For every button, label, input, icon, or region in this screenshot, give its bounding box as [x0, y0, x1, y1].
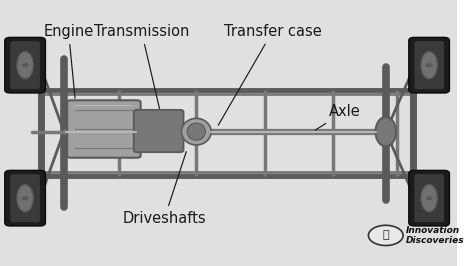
- Circle shape: [21, 63, 28, 67]
- FancyBboxPatch shape: [414, 174, 444, 222]
- Circle shape: [426, 63, 433, 67]
- Text: Engine: Engine: [43, 24, 94, 98]
- Ellipse shape: [421, 52, 438, 79]
- Circle shape: [368, 225, 403, 246]
- FancyBboxPatch shape: [67, 100, 141, 158]
- Text: Transfer case: Transfer case: [218, 24, 321, 125]
- FancyBboxPatch shape: [134, 110, 183, 152]
- FancyBboxPatch shape: [409, 38, 449, 93]
- FancyBboxPatch shape: [10, 41, 40, 89]
- FancyBboxPatch shape: [414, 41, 444, 89]
- FancyBboxPatch shape: [5, 38, 46, 93]
- Ellipse shape: [187, 123, 205, 140]
- FancyBboxPatch shape: [409, 171, 449, 226]
- Text: Discoveries: Discoveries: [405, 236, 464, 245]
- FancyBboxPatch shape: [5, 171, 46, 226]
- Ellipse shape: [17, 185, 33, 212]
- FancyBboxPatch shape: [10, 174, 40, 222]
- Ellipse shape: [375, 117, 396, 146]
- Text: Driveshafts: Driveshafts: [123, 152, 206, 226]
- Text: Transmission: Transmission: [94, 24, 189, 117]
- Circle shape: [426, 196, 433, 200]
- Text: 🐂: 🐂: [383, 230, 389, 240]
- Text: Axle: Axle: [315, 104, 360, 130]
- Ellipse shape: [17, 52, 33, 79]
- Ellipse shape: [182, 118, 211, 145]
- Circle shape: [21, 196, 28, 200]
- Text: Innovation: Innovation: [405, 226, 459, 235]
- Ellipse shape: [421, 185, 438, 212]
